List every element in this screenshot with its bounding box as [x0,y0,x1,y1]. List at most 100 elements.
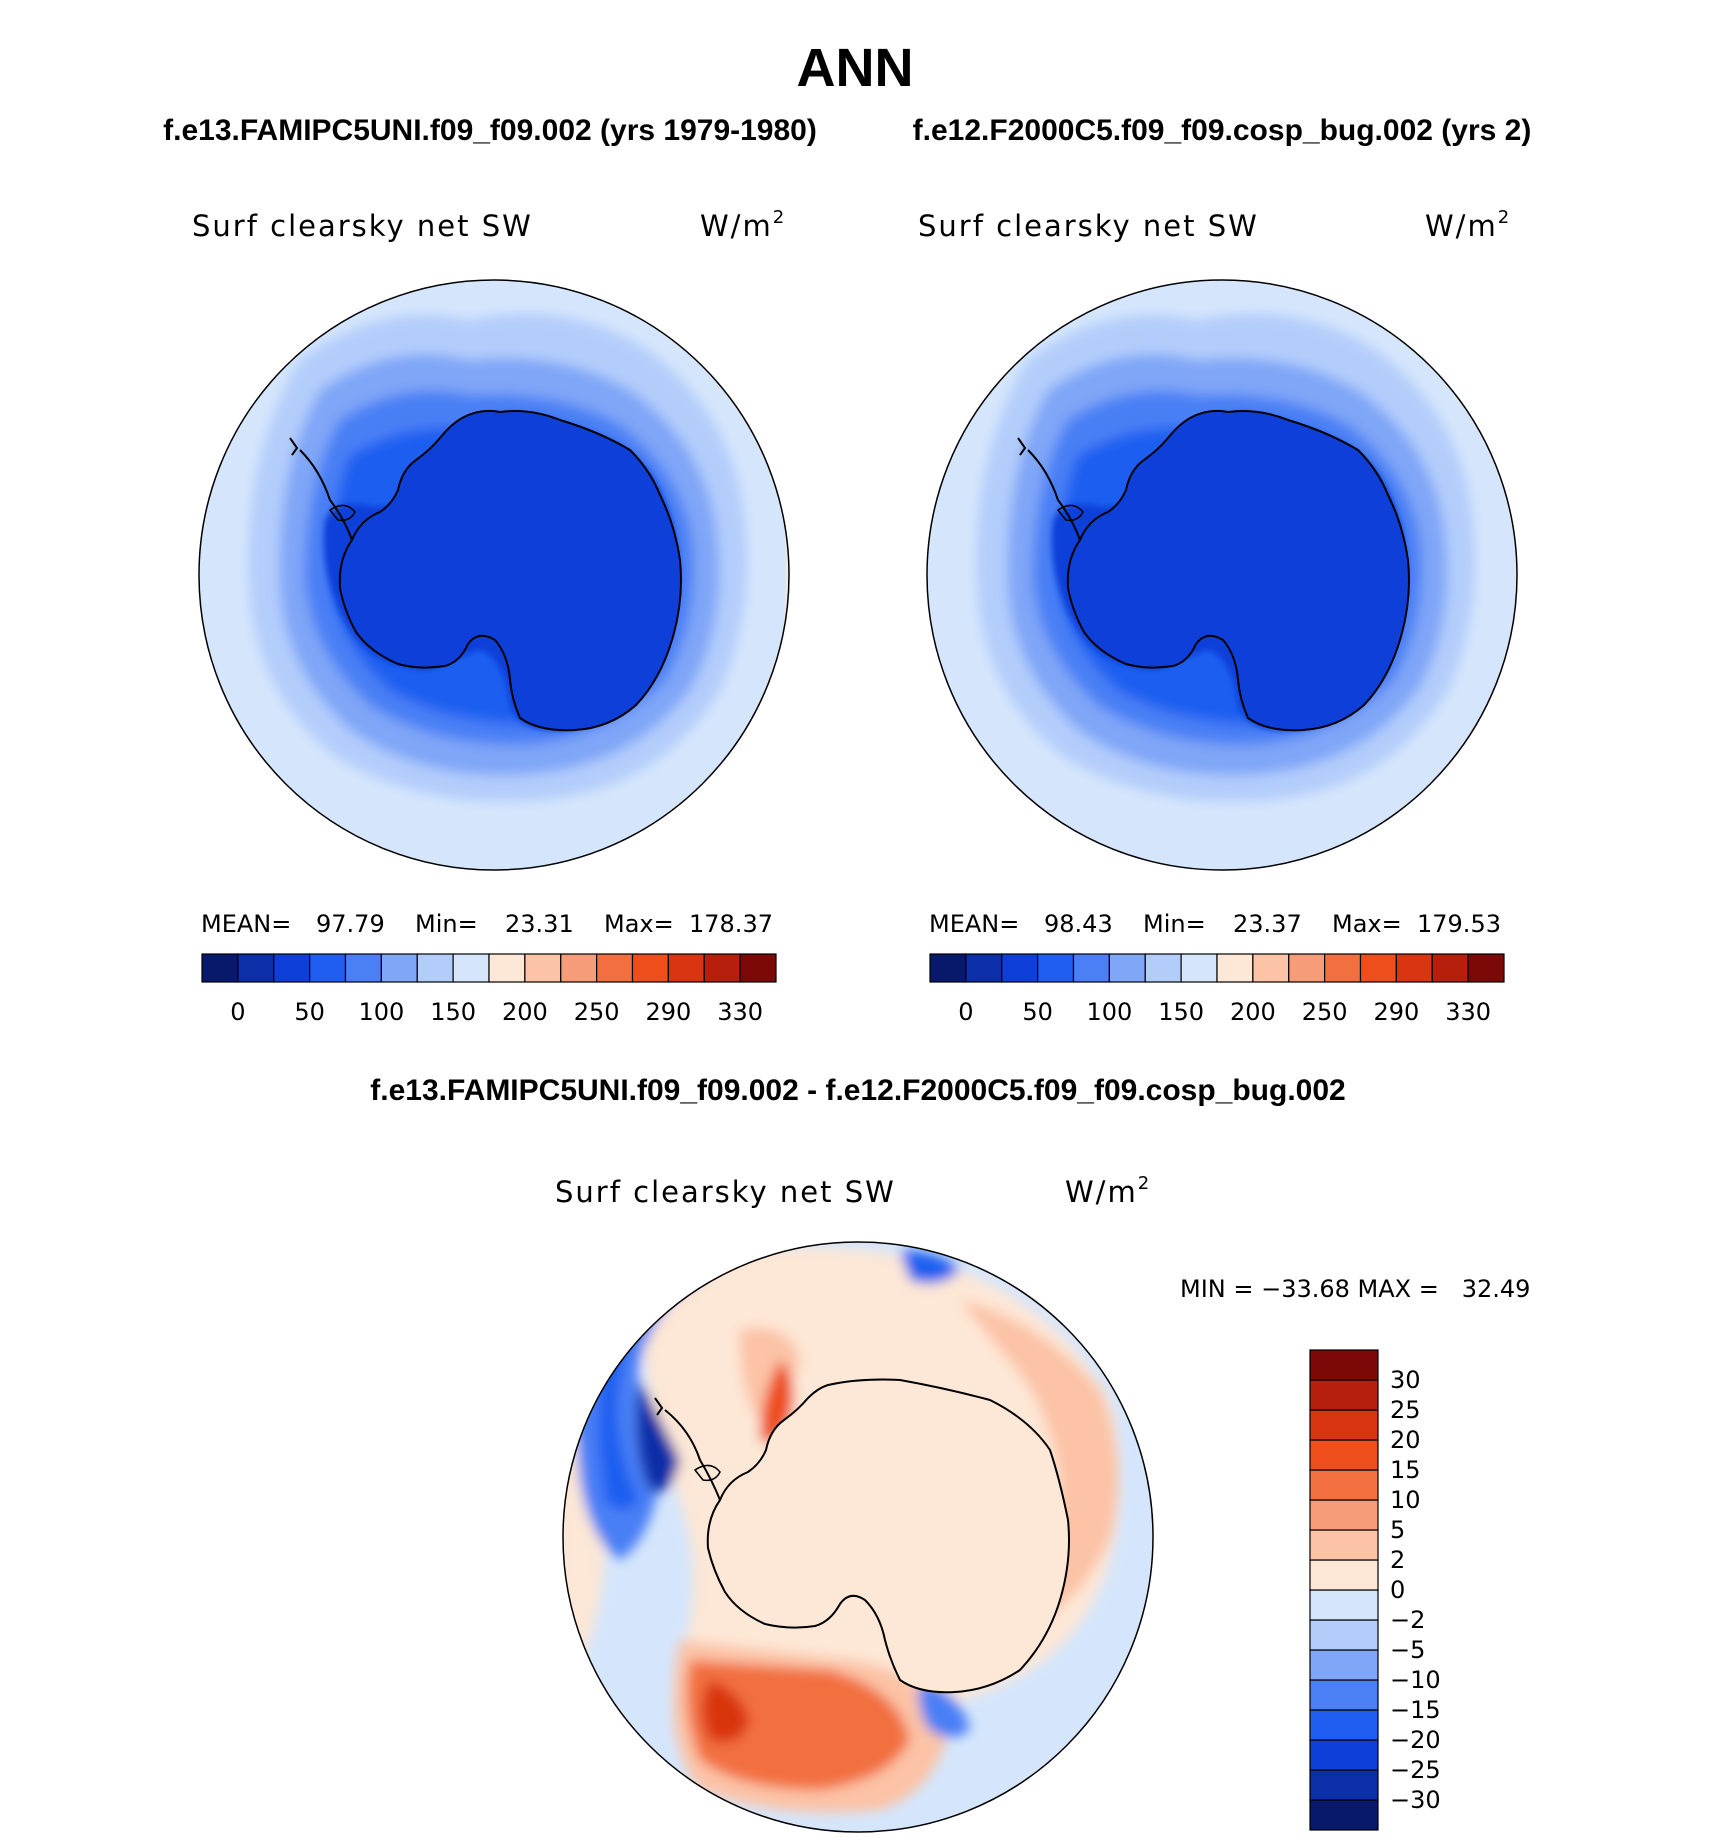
colorbar-swatch [273,953,311,983]
map-boundary [562,1241,1154,1833]
mean-value: 97.79 [316,910,385,938]
colorbar-swatch [1288,953,1326,983]
min-value: 23.37 [1233,910,1302,938]
colorbar-swatch [1309,1589,1379,1621]
units-base: W/m [700,209,773,243]
mean-label: MEAN= [201,910,291,938]
colorbar-swatch [488,953,526,983]
colorbar-swatch [416,953,454,983]
colorbar-swatch [1309,1409,1379,1441]
units-label: W/m2 [1065,1173,1151,1209]
colorbar-swatch [344,953,382,983]
panel-model-b: Surf clearsky net SW W/m2 MEAN= 98.43 Mi… [918,207,1518,1026]
min-label: Min= [415,910,478,938]
colorbar-swatch [1395,953,1433,983]
colorbar-swatch [452,953,490,983]
variable-label: Surf clearsky net SW [555,1175,896,1209]
colorbar-tick-label: 100 [358,998,404,1026]
variable-label: Surf clearsky net SW [192,209,533,243]
colorbar-tick-label: 15 [1390,1456,1421,1484]
colorbar-tick-label: 290 [645,998,691,1026]
colorbar-swatch [1001,953,1039,983]
colorbar-tick-label: 25 [1390,1396,1421,1424]
colorbar-swatch [1431,953,1469,983]
min-label: Min= [1143,910,1206,938]
mean-label: MEAN= [929,910,1019,938]
colorbar-tick-label: 50 [1022,998,1053,1026]
colorbar-swatch [1309,1469,1379,1501]
colorbar-swatch [631,953,669,983]
colorbar-tick-label: 200 [1230,998,1276,1026]
colorbar-swatch [1144,953,1182,983]
colorbar-tick-label: 0 [1390,1576,1405,1604]
colorbar-tick-label: −10 [1390,1666,1441,1694]
colorbar-tick-label: 330 [717,998,763,1026]
colorbar-tick-label: −20 [1390,1726,1441,1754]
colorbar-tick-label: −30 [1390,1786,1441,1814]
stats-line: MEAN= 98.43 Min= 23.37 Max= 179.53 [929,910,1501,938]
map-boundary [198,279,790,871]
colorbar-swatch [1037,953,1075,983]
colorbar-tick-label: −2 [1390,1606,1425,1634]
colorbar-tick-label: 200 [502,998,548,1026]
colorbar-tick-label: 0 [958,998,973,1026]
max-value: 178.37 [689,910,773,938]
difference-title: f.e13.FAMIPC5UNI.f09_f09.002 - f.e12.F20… [370,1074,1345,1107]
colorbar-swatch [1309,1619,1379,1651]
colorbar-tick-label: 50 [294,998,325,1026]
map-field [563,1242,1153,1832]
min-value: 23.31 [505,910,574,938]
colorbar-tick-label: 150 [1158,998,1204,1026]
colorbar-tick-label: 10 [1390,1486,1421,1514]
colorbar-swatch [1309,1799,1379,1831]
colorbar-tick-label: −15 [1390,1696,1441,1724]
colorbar-swatch [1309,1379,1379,1411]
panel-model-a: Surf clearsky net SW W/m2 MEAN= 97.79 Mi… [192,207,790,1026]
units-label: W/m2 [1425,207,1511,243]
units-base: W/m [1065,1175,1138,1209]
colorbar-tick-label: 330 [1445,998,1491,1026]
colorbar-swatch [1309,1499,1379,1531]
max-value: 179.53 [1417,910,1501,938]
colorbar-swatch [380,953,418,983]
colorbar-tick-label: 290 [1373,998,1419,1026]
units-base: W/m [1425,209,1498,243]
colorbar-swatch [1180,953,1218,983]
colorbar-swatch [237,953,275,983]
colorbar-swatch [309,953,347,983]
units-exponent: 2 [1138,1173,1151,1194]
colorbar-swatch [1324,953,1362,983]
max-label: Max= [604,910,674,938]
colorbar-swatch [703,953,741,983]
colorbar-tick-label: −25 [1390,1756,1441,1784]
map-field [927,280,1517,870]
colorbar-tick-label: 0 [230,998,245,1026]
colorbar-swatch [1309,1769,1379,1801]
colorbar-tick-label: 5 [1390,1516,1405,1544]
max-label: Max= [1332,910,1402,938]
colorbar-tick-label: 100 [1086,998,1132,1026]
stats-line: MEAN= 97.79 Min= 23.31 Max= 178.37 [201,910,773,938]
colorbar-swatch [965,953,1003,983]
colorbar-tick-label: 2 [1390,1546,1405,1574]
colorbar-tick-label: −5 [1390,1636,1425,1664]
colorbar-swatch [667,953,705,983]
colorbar-swatch [1252,953,1290,983]
colorbar-swatch [1108,953,1146,983]
colorbar-swatch [560,953,598,983]
units-label: W/m2 [700,207,786,243]
subtitle-right: f.e12.F2000C5.f09_f09.cosp_bug.002 (yrs … [913,114,1532,147]
colorbar-swatch [1309,1649,1379,1681]
colorbar-tick-label: 30 [1390,1366,1421,1394]
units-exponent: 2 [773,207,786,228]
colorbar-swatch [739,953,777,983]
subtitle-left: f.e13.FAMIPC5UNI.f09_f09.002 (yrs 1979-1… [163,114,817,147]
colorbar-swatch [1309,1439,1379,1471]
min-max-readout: MIN = −33.68 MAX = 32.49 [1180,1275,1530,1303]
map-field [199,280,789,870]
colorbar-swatch [201,953,239,983]
colorbar-swatch [929,953,967,983]
colorbar-tick-label: 150 [430,998,476,1026]
